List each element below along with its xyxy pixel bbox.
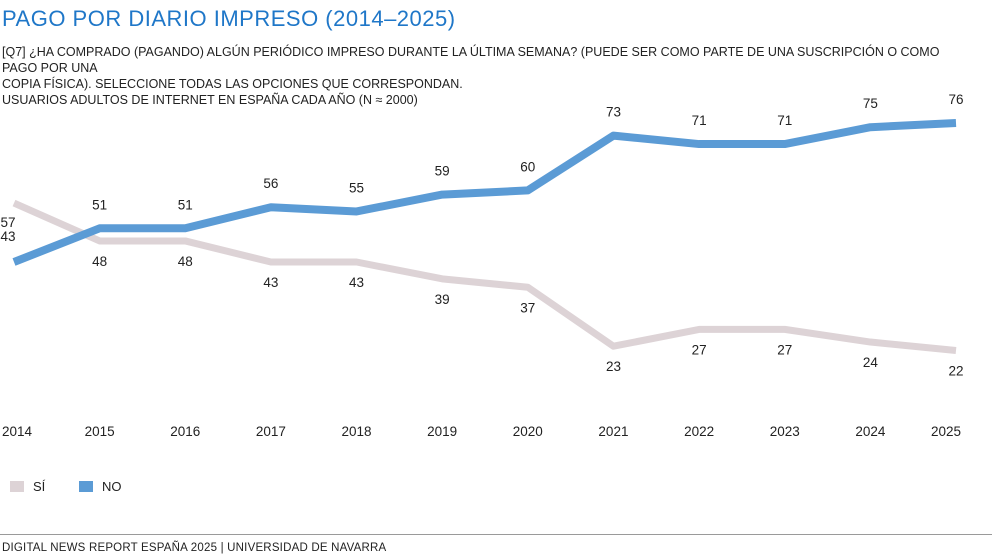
data-label-si-2015: 48 bbox=[92, 254, 107, 269]
data-label-no-2023: 71 bbox=[777, 113, 792, 128]
data-label-si-2021: 23 bbox=[606, 359, 621, 374]
footer-divider bbox=[0, 534, 992, 535]
data-label-si-2019: 39 bbox=[435, 292, 450, 307]
x-tick-label-2021: 2021 bbox=[598, 424, 628, 439]
data-label-si-2017: 43 bbox=[263, 275, 278, 290]
subtitle-line-1: [Q7] ¿HA COMPRADO (PAGANDO) ALGÚN PERIÓD… bbox=[2, 45, 940, 75]
data-label-no-2018: 55 bbox=[349, 180, 364, 195]
data-label-si-2025: 22 bbox=[948, 363, 963, 378]
line-chart: 5743485148514356435539593760237327712771… bbox=[0, 92, 963, 494]
legend-label-si: SÍ bbox=[33, 479, 46, 494]
data-label-si-2014: 57 bbox=[0, 215, 15, 230]
data-label-no-2019: 59 bbox=[435, 164, 450, 179]
data-label-no-2024: 75 bbox=[863, 96, 878, 111]
data-label-si-2024: 24 bbox=[863, 355, 879, 370]
x-tick-label-2015: 2015 bbox=[85, 424, 115, 439]
footer-source: DIGITAL NEWS REPORT ESPAÑA 2025 | UNIVER… bbox=[2, 542, 387, 554]
chart-title: PAGO POR DIARIO IMPRESO (2014–2025) bbox=[2, 6, 456, 31]
data-label-si-2018: 43 bbox=[349, 275, 364, 290]
data-label-no-2021: 73 bbox=[606, 105, 621, 120]
x-tick-label-2023: 2023 bbox=[770, 424, 800, 439]
data-label-si-2023: 27 bbox=[777, 342, 792, 357]
x-tick-label-2022: 2022 bbox=[684, 424, 714, 439]
data-label-si-2016: 48 bbox=[178, 254, 193, 269]
x-tick-label-2014: 2014 bbox=[2, 424, 33, 439]
data-label-no-2016: 51 bbox=[178, 197, 193, 212]
subtitle-line-2: COPIA FÍSICA). SELECCIONE TODAS LAS OPCI… bbox=[2, 77, 463, 91]
data-label-no-2015: 51 bbox=[92, 197, 107, 212]
x-tick-label-2017: 2017 bbox=[256, 424, 286, 439]
data-label-no-2025: 76 bbox=[948, 92, 963, 107]
data-label-si-2022: 27 bbox=[692, 342, 707, 357]
x-tick-label-2020: 2020 bbox=[513, 424, 543, 439]
subtitle-line-3: USUARIOS ADULTOS DE INTERNET EN ESPAÑA C… bbox=[2, 93, 418, 107]
chart-subtitle: [Q7] ¿HA COMPRADO (PAGANDO) ALGÚN PERIÓD… bbox=[2, 44, 977, 108]
x-tick-label-2019: 2019 bbox=[427, 424, 457, 439]
data-label-no-2014: 43 bbox=[0, 229, 15, 244]
data-label-si-2020: 37 bbox=[520, 300, 535, 315]
legend-swatch-no bbox=[79, 481, 93, 492]
x-tick-label-2018: 2018 bbox=[342, 424, 372, 439]
data-label-no-2022: 71 bbox=[692, 113, 707, 128]
data-label-no-2020: 60 bbox=[520, 159, 535, 174]
x-tick-label-2025: 2025 bbox=[931, 424, 961, 439]
series-line-no bbox=[12, 119, 957, 266]
x-tick-label-2024: 2024 bbox=[855, 424, 886, 439]
series-line-si bbox=[12, 199, 957, 354]
legend-swatch-si bbox=[10, 481, 24, 492]
data-label-no-2017: 56 bbox=[263, 176, 278, 191]
x-tick-label-2016: 2016 bbox=[170, 424, 200, 439]
legend-label-no: NO bbox=[102, 479, 122, 494]
